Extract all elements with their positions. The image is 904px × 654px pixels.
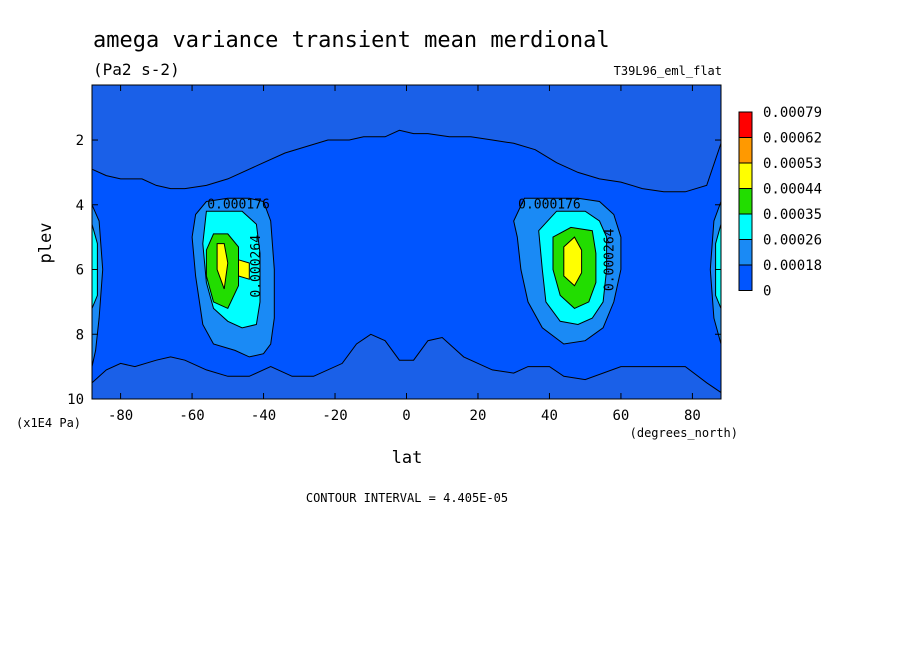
units-label: (Pa2 s-2) [93,60,180,79]
colorbar-swatch [738,188,753,215]
colorbar-swatch [738,137,753,164]
contour-labels: 0.000176 0.000264 0.000176 0.000264 [207,197,617,297]
y-tick-label: 8 [76,327,84,343]
x-tick-label: -80 [108,408,133,424]
x-tick-label: 60 [613,408,630,424]
contour-region [563,236,583,287]
colorbar: 0.00079 0.00062 0.00053 0.00044 0.00035 0.000… [738,105,822,300]
y-axis-units: (x1E4 Pa) [16,416,81,430]
experiment-label: T39L96_eml_flat [614,64,722,78]
x-tick-label: 0 [402,408,410,424]
colorbar-label: 0.00044 [763,182,822,198]
x-tick-label: 20 [470,408,487,424]
x-tick-label: -40 [251,408,276,424]
y-tick-label: 6 [76,263,84,279]
x-axis-label: lat [392,448,423,468]
x-tick-label: -60 [179,408,204,424]
colorbar-swatch [738,264,753,291]
colorbar-label: 0.00018 [763,258,822,274]
colorbar-swatch [738,111,753,138]
contour-label: 0.000264 [603,228,618,291]
y-tick-label: 10 [67,392,84,408]
colorbar-swatch [738,213,753,240]
contour-region [92,224,98,309]
colorbar-label: 0.00053 [763,156,822,172]
y-tick-label: 2 [76,133,84,149]
colorbar-label: 0.00026 [763,233,822,249]
contour-region [715,224,721,309]
x-tick-label: 80 [684,408,701,424]
colorbar-label: 0.00035 [763,207,822,223]
colorbar-label: 0 [763,284,771,300]
x-tick-label: -20 [322,408,347,424]
colorbar-swatch [738,162,753,189]
colorbar-swatch [738,239,753,266]
y-axis-ticks: 2 4 6 8 10 [67,133,721,408]
contour-label: 0.000176 [518,197,581,212]
contour-regions [92,129,721,394]
contour-label: 0.000176 [207,197,270,212]
contour-region [238,259,250,280]
colorbar-label: 0.00079 [763,105,822,121]
colorbar-label: 0.00062 [763,131,822,147]
figure-title: amega variance transient mean merdional [93,28,610,53]
x-tick-label: 40 [541,408,558,424]
contour-interval-label: CONTOUR INTERVAL = 4.405E-05 [306,491,508,505]
y-tick-label: 4 [76,198,84,214]
x-axis-units: (degrees_north) [630,426,738,440]
contour-region [216,243,229,290]
x-axis-ticks: -80 -60 -40 -20 0 20 40 60 80 [108,85,701,424]
contour-label: 0.000264 [249,235,264,298]
y-axis-label: plev [36,223,56,264]
